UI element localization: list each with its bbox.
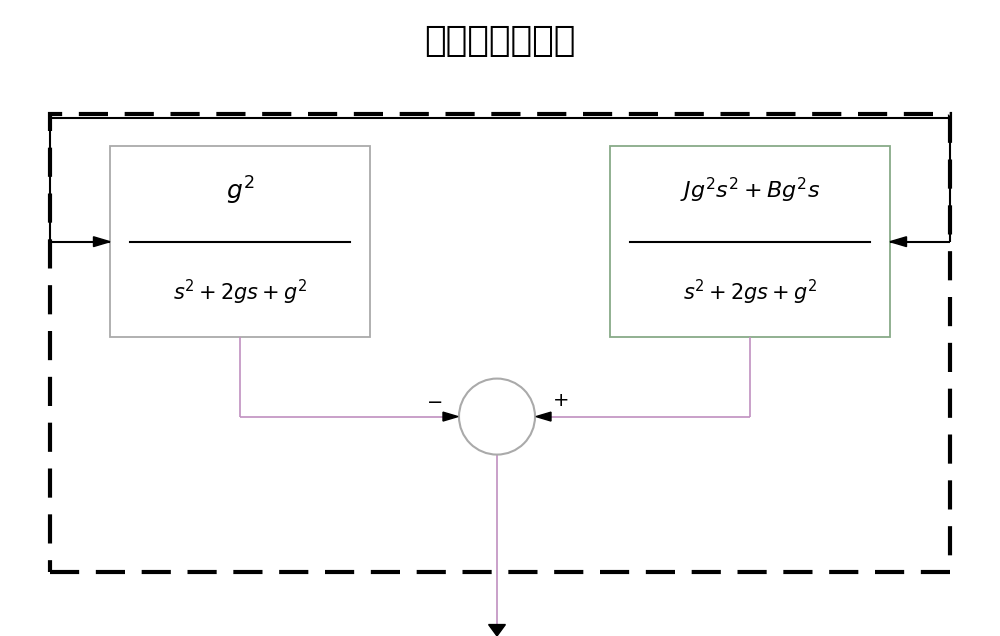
Text: $g^2$: $g^2$ <box>226 175 254 207</box>
Polygon shape <box>536 412 551 421</box>
Polygon shape <box>94 237 110 247</box>
Text: 等效力矩估计器: 等效力矩估计器 <box>424 24 576 59</box>
Polygon shape <box>443 412 458 421</box>
Text: $Jg^2s^2+Bg^2s$: $Jg^2s^2+Bg^2s$ <box>680 176 820 205</box>
Bar <box>50 114 950 572</box>
Bar <box>610 146 890 337</box>
Text: $+$: $+$ <box>552 391 568 410</box>
Text: $-$: $-$ <box>426 391 442 410</box>
Text: $s^2+2gs+g^2$: $s^2+2gs+g^2$ <box>173 278 307 307</box>
Polygon shape <box>890 237 906 247</box>
Text: $s^2+2gs+g^2$: $s^2+2gs+g^2$ <box>683 278 817 307</box>
Polygon shape <box>489 625 505 636</box>
Bar <box>110 146 370 337</box>
Ellipse shape <box>459 378 535 455</box>
